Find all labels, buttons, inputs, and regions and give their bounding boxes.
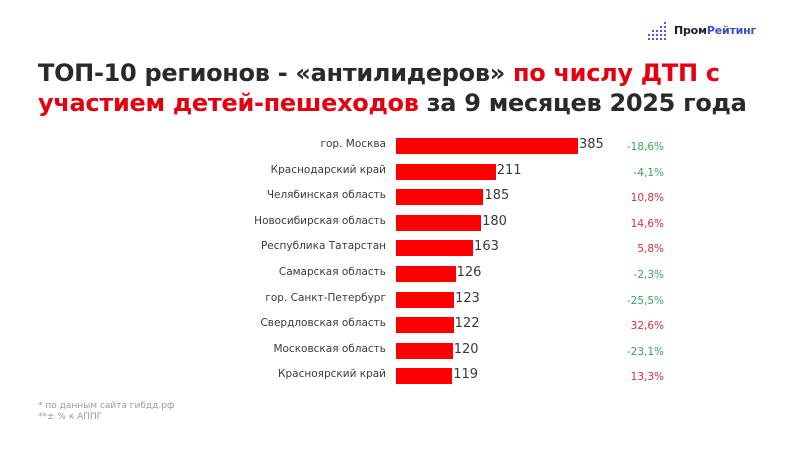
bar [396,163,496,180]
bar [396,291,455,308]
bar [396,240,474,257]
region-label: Московская область [273,342,386,355]
bar [396,266,456,282]
title-part3: за 9 месяцев 2025 года [418,89,747,117]
chart-title: ТОП-10 регионов - «антилидеров» по числу… [38,58,778,118]
change-percent: 13,3% [630,371,664,384]
bar-value: 185 [484,188,510,204]
bar [396,342,453,359]
region-label: гор. Москва [320,138,386,150]
chart-row: Свердловская область 122 32,6% [0,315,800,334]
change-percent: 5,8% [637,243,664,256]
logo-text-part1: Пром [674,23,707,37]
bar [396,138,578,154]
region-label: Свердловская область [260,317,386,330]
footnote-source: * по данным сайта гибдд.рф [38,401,175,411]
chart-row: Челябинская область 185 10,8% [0,187,800,206]
region-label: Самарская область [278,266,386,278]
change-percent: -18,6% [626,141,664,153]
bar-value: 120 [453,341,479,357]
change-percent: 10,8% [630,192,664,205]
change-percent: 14,6% [630,217,664,230]
region-label: Челябинская область [266,189,386,202]
change-percent: -23,1% [626,345,664,358]
region-label: Красноярский край [278,368,386,381]
bar-value: 385 [579,137,604,152]
promreyting-logo: ПромРейтинг [648,18,756,42]
bar-value: 122 [454,316,480,332]
bar [396,317,454,334]
change-percent: -2,3% [633,269,664,281]
chart-row: Краснодарский край 211 -4,1% [0,162,800,180]
bar-value: 180 [482,213,507,229]
region-label: Краснодарский край [270,163,386,176]
bar [396,189,484,206]
change-percent: -25,5% [626,294,664,307]
region-label: Республика Татарстан [260,240,386,253]
bar [396,368,453,385]
bar-value: 119 [453,367,479,383]
footnote-appg: **± % к АППГ [38,412,103,422]
chart-row: Республика Татарстан 163 5,8% [0,238,800,257]
region-label: Новосибирская область [254,214,386,227]
chart-row: Красноярский край 119 13,3% [0,366,800,385]
logo-text: ПромРейтинг [674,24,756,37]
change-percent: -4,1% [633,166,664,179]
bar-value: 123 [455,290,480,306]
chart-row: гор. Санкт-Петербург 123 -25,5% [0,290,800,308]
change-percent: 32,6% [630,320,664,333]
chart-row: Новосибирская область 180 14,6% [0,213,800,231]
bar-value: 163 [474,239,499,255]
region-label: гор. Санкт-Петербург [265,291,386,304]
logo-text-part2: Рейтинг [706,23,757,37]
bar-value: 211 [496,162,522,178]
footnotes: * по данным сайта гибдд.рф **± % к АППГ [38,401,175,423]
title-highlight: по числу ДТП с участием детей-пешеходов [38,59,720,117]
bar [396,214,482,231]
title-part1: ТОП-10 регионов - «антилидеров» [38,59,513,87]
chart-row: Самарская область 126 -2,3% [0,264,800,282]
bar-value: 126 [456,265,482,280]
chart-row: Московская область 120 -23,1% [0,341,800,359]
bar-dots-icon [648,20,666,40]
chart-row: гор. Москва 385 -18,6% [0,136,800,154]
